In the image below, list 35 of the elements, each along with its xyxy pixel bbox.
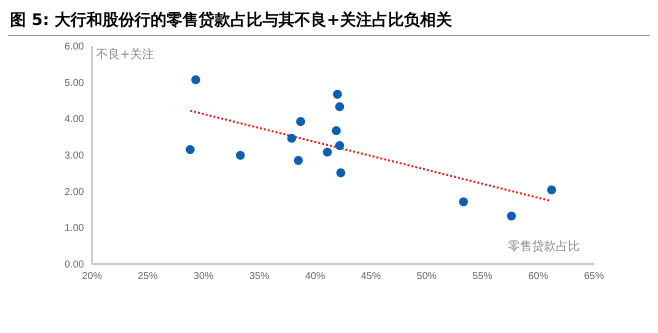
- y-tick-label: 4.00: [64, 114, 84, 126]
- point: [236, 150, 245, 160]
- x-tick-label: 30%: [194, 271, 214, 282]
- chart-title: 图 5: 大行和股份行的零售贷款占比与其不良+关注占比负相关: [8, 8, 650, 36]
- x-tick-label: 35%: [249, 271, 270, 282]
- point: [335, 102, 344, 112]
- y-tick-label: 2.00: [64, 186, 84, 198]
- point: [191, 75, 200, 84]
- x-tick-label: 45%: [360, 271, 382, 282]
- y-tick-label: 6.00: [64, 42, 84, 53]
- x-tick-label: 65%: [584, 271, 604, 282]
- point: [322, 148, 332, 157]
- x-tick-label: 25%: [138, 271, 158, 282]
- point: [336, 168, 346, 178]
- x-tick-label: 60%: [528, 271, 548, 282]
- point: [186, 145, 195, 154]
- point: [332, 126, 341, 136]
- y-axis-title: 不良+关注: [96, 47, 154, 61]
- point: [458, 197, 468, 206]
- y-tick-label: 0.00: [64, 260, 84, 271]
- x-tick-label: 55%: [472, 271, 493, 282]
- point: [506, 212, 516, 221]
- x-tick-label: 50%: [416, 271, 437, 282]
- point: [294, 156, 303, 165]
- point: [547, 185, 556, 194]
- x-axis-title: 零售贷款占比: [508, 239, 580, 253]
- x-tick-label: 40%: [305, 271, 326, 282]
- point: [332, 90, 342, 99]
- point: [335, 141, 344, 150]
- point: [287, 134, 296, 143]
- point: [296, 117, 306, 126]
- y-tick-label: 3.00: [64, 150, 84, 162]
- y-tick-label: 1.00: [64, 223, 84, 234]
- y-tick-label: 5.00: [64, 78, 84, 89]
- x-tick-label: 20%: [82, 271, 102, 282]
